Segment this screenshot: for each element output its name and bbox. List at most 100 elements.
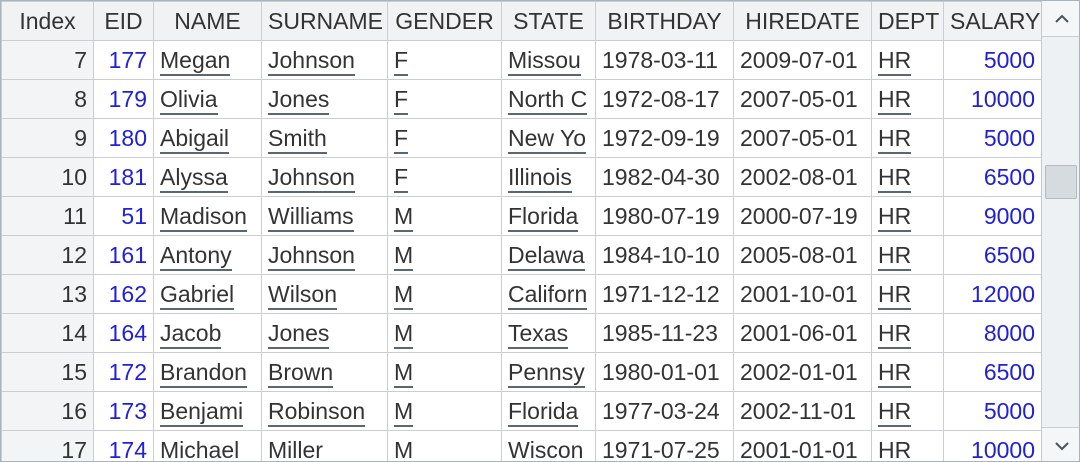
cell-index[interactable]: 13 (1, 274, 94, 314)
cell-birthday[interactable]: 1982-04-30 (595, 157, 734, 197)
scroll-thumb[interactable] (1045, 165, 1077, 199)
cell-dept[interactable]: HR (871, 313, 944, 353)
cell-surname[interactable]: Smith (261, 118, 388, 158)
cell-gender[interactable]: M (387, 391, 502, 431)
cell-index[interactable]: 17 (1, 430, 94, 461)
table-row[interactable]: 7 177 Megan Johnson F Missou 1978-03-11 2009-07… (1, 40, 1041, 80)
cell-eid[interactable]: 161 (93, 235, 154, 275)
column-header-index[interactable]: Index (1, 1, 94, 41)
cell-surname[interactable]: Robinson (261, 391, 388, 431)
cell-gender[interactable]: M (387, 430, 502, 461)
cell-state[interactable]: Delawa (501, 235, 596, 275)
cell-birthday[interactable]: 1971-07-25 (595, 430, 734, 461)
cell-birthday[interactable]: 1978-03-11 (595, 40, 734, 80)
cell-salary[interactable]: 8000 (943, 313, 1041, 353)
scroll-up-button[interactable] (1042, 1, 1079, 37)
table-row[interactable]: 10 181 Alyssa Johnson F Illinois 1982-04-30 200… (1, 157, 1041, 197)
cell-state[interactable]: Pennsy (501, 352, 596, 392)
table-row[interactable]: 13 162 Gabriel Wilson M Californ 1971-12-12 200… (1, 274, 1041, 314)
column-header-salary[interactable]: SALARY (943, 1, 1041, 41)
cell-index[interactable]: 12 (1, 235, 94, 275)
cell-eid[interactable]: 180 (93, 118, 154, 158)
cell-eid[interactable]: 51 (93, 196, 154, 236)
cell-dept[interactable]: HR (871, 352, 944, 392)
cell-surname[interactable]: Wilson (261, 274, 388, 314)
table-row[interactable]: 16 173 Benjami Robinson M Florida 1977-03-24 20… (1, 391, 1041, 431)
cell-eid[interactable]: 172 (93, 352, 154, 392)
cell-index[interactable]: 8 (1, 79, 94, 119)
cell-salary[interactable]: 10000 (943, 430, 1041, 461)
cell-hiredate[interactable]: 2000-07-19 (733, 196, 872, 236)
cell-state[interactable]: New Yo (501, 118, 596, 158)
cell-salary[interactable]: 5000 (943, 118, 1041, 158)
cell-eid[interactable]: 164 (93, 313, 154, 353)
cell-surname[interactable]: Williams (261, 196, 388, 236)
column-header-hiredate[interactable]: HIREDATE (733, 1, 872, 41)
cell-birthday[interactable]: 1985-11-23 (595, 313, 734, 353)
cell-hiredate[interactable]: 2002-08-01 (733, 157, 872, 197)
cell-hiredate[interactable]: 2005-08-01 (733, 235, 872, 275)
cell-dept[interactable]: HR (871, 274, 944, 314)
cell-name[interactable]: Abigail (153, 118, 262, 158)
cell-surname[interactable]: Johnson (261, 235, 388, 275)
cell-hiredate[interactable]: 2001-01-01 (733, 430, 872, 461)
cell-name[interactable]: Benjami (153, 391, 262, 431)
cell-salary[interactable]: 6500 (943, 352, 1041, 392)
cell-birthday[interactable]: 1972-08-17 (595, 79, 734, 119)
column-header-dept[interactable]: DEPT (871, 1, 944, 41)
cell-birthday[interactable]: 1971-12-12 (595, 274, 734, 314)
cell-birthday[interactable]: 1972-09-19 (595, 118, 734, 158)
cell-salary[interactable]: 10000 (943, 79, 1041, 119)
cell-name[interactable]: Jacob (153, 313, 262, 353)
cell-eid[interactable]: 162 (93, 274, 154, 314)
cell-index[interactable]: 9 (1, 118, 94, 158)
column-header-eid[interactable]: EID (93, 1, 154, 41)
scroll-down-button[interactable] (1042, 427, 1079, 461)
cell-salary[interactable]: 5000 (943, 391, 1041, 431)
cell-name[interactable]: Megan (153, 40, 262, 80)
cell-dept[interactable]: HR (871, 235, 944, 275)
cell-gender[interactable]: F (387, 118, 502, 158)
cell-name[interactable]: Olivia (153, 79, 262, 119)
cell-birthday[interactable]: 1980-07-19 (595, 196, 734, 236)
cell-gender[interactable]: M (387, 196, 502, 236)
cell-eid[interactable]: 177 (93, 40, 154, 80)
table-row[interactable]: 11 51 Madison Williams M Florida 1980-07-19 200… (1, 196, 1041, 236)
cell-index[interactable]: 10 (1, 157, 94, 197)
cell-dept[interactable]: HR (871, 391, 944, 431)
cell-eid[interactable]: 181 (93, 157, 154, 197)
table-row[interactable]: 8 179 Olivia Jones F North C 1972-08-17 2007-05… (1, 79, 1041, 119)
cell-gender[interactable]: M (387, 235, 502, 275)
cell-hiredate[interactable]: 2007-05-01 (733, 79, 872, 119)
cell-salary[interactable]: 6500 (943, 157, 1041, 197)
cell-index[interactable]: 11 (1, 196, 94, 236)
cell-birthday[interactable]: 1977-03-24 (595, 391, 734, 431)
cell-state[interactable]: Florida (501, 391, 596, 431)
scroll-track[interactable] (1042, 37, 1079, 427)
cell-surname[interactable]: Jones (261, 313, 388, 353)
cell-eid[interactable]: 174 (93, 430, 154, 461)
cell-gender[interactable]: F (387, 79, 502, 119)
cell-salary[interactable]: 5000 (943, 40, 1041, 80)
cell-dept[interactable]: HR (871, 430, 944, 461)
table-row[interactable]: 17 174 Michael Miller M Wiscon 1971-07-25 2001-… (1, 430, 1041, 461)
cell-surname[interactable]: Johnson (261, 157, 388, 197)
cell-hiredate[interactable]: 2009-07-01 (733, 40, 872, 80)
cell-surname[interactable]: Johnson (261, 40, 388, 80)
cell-birthday[interactable]: 1980-01-01 (595, 352, 734, 392)
cell-state[interactable]: Texas (501, 313, 596, 353)
cell-state[interactable]: Wiscon (501, 430, 596, 461)
cell-index[interactable]: 7 (1, 40, 94, 80)
cell-index[interactable]: 14 (1, 313, 94, 353)
column-header-birthday[interactable]: BIRTHDAY (595, 1, 734, 41)
column-header-name[interactable]: NAME (153, 1, 262, 41)
cell-name[interactable]: Gabriel (153, 274, 262, 314)
cell-name[interactable]: Madison (153, 196, 262, 236)
cell-dept[interactable]: HR (871, 118, 944, 158)
cell-name[interactable]: Brandon (153, 352, 262, 392)
cell-hiredate[interactable]: 2007-05-01 (733, 118, 872, 158)
cell-birthday[interactable]: 1984-10-10 (595, 235, 734, 275)
cell-index[interactable]: 16 (1, 391, 94, 431)
cell-gender[interactable]: F (387, 40, 502, 80)
cell-dept[interactable]: HR (871, 79, 944, 119)
